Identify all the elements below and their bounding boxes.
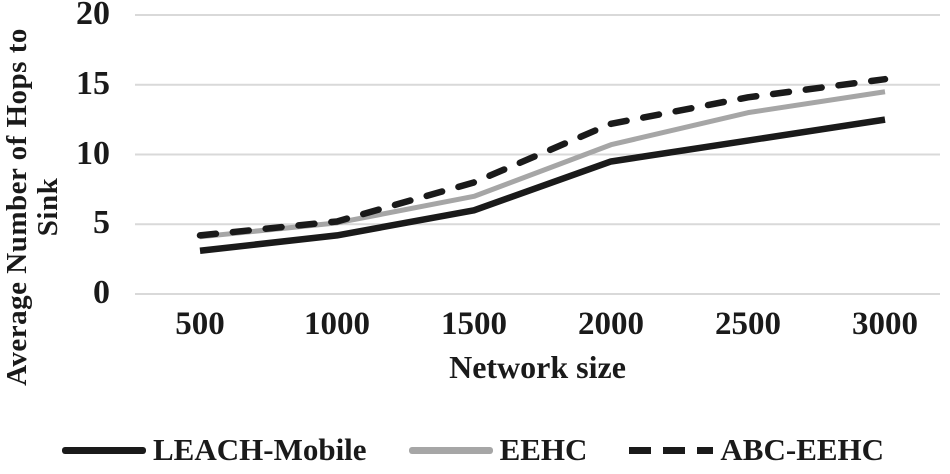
- y-tick-label-0: 0: [93, 274, 110, 312]
- legend-label-leach-mobile: LEACH-Mobile: [153, 432, 367, 467]
- y-tick-label-5: 5: [93, 204, 110, 242]
- legend-item-abc-eehc: ABC-EEHC: [629, 433, 884, 467]
- legend-item-leach-mobile: LEACH-Mobile: [62, 433, 367, 467]
- series-line-abc-eehc: [196, 75, 889, 239]
- solid-gray-line-swatch-icon: [408, 446, 493, 454]
- y-tick-label-15: 15: [76, 64, 110, 102]
- x-axis-title: Network size: [449, 349, 626, 385]
- x-tick-label-1000: 1000: [304, 306, 370, 342]
- x-tick-label-500: 500: [175, 306, 225, 342]
- dashed-black-line-swatch-icon: [629, 446, 714, 454]
- x-tick-label-2000: 2000: [578, 306, 644, 342]
- y-tick-label-10: 10: [76, 134, 110, 172]
- legend: LEACH-Mobile EEHC ABC-EEHC: [62, 433, 884, 467]
- x-tick-label-3000: 3000: [852, 306, 918, 342]
- series-line-leach-mobile: [199, 116, 886, 254]
- legend-label-eehc: EEHC: [499, 432, 588, 467]
- series-line-eehc: [199, 89, 886, 240]
- legend-item-eehc: EEHC: [408, 432, 588, 467]
- legend-label-abc-eehc: ABC-EEHC: [720, 432, 885, 467]
- y-tick-label-20: 20: [76, 0, 110, 33]
- chart-plot-area: [135, 14, 940, 295]
- x-tick-label-2500: 2500: [715, 306, 781, 342]
- x-tick-label-1500: 1500: [441, 306, 507, 342]
- solid-black-line-swatch-icon: [62, 446, 146, 454]
